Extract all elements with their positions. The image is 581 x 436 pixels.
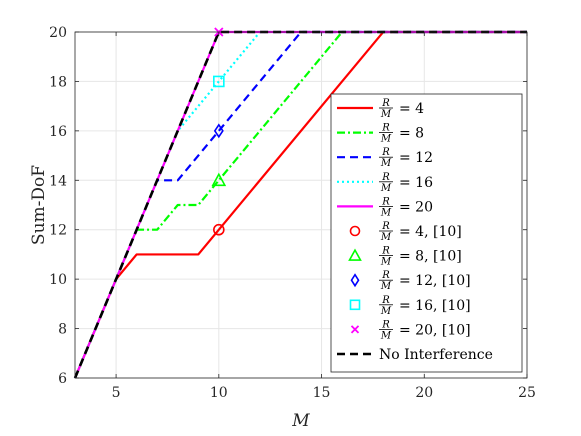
legend-entry-1: RM = 8 [337,123,424,145]
reference-line [73,30,527,379]
legend-label-8: = 16, [10] [399,298,471,314]
series-line-2 [73,30,527,379]
legend-frac-numerator-9: R [381,319,390,330]
legend-frac-numerator-3: R [381,172,390,183]
marker-circle-0 [213,223,225,236]
legend-box [330,93,523,373]
x-tick-label-4: 25 [518,385,536,401]
y-tick-label-1: 8 [58,322,67,338]
legend-frac-numerator-5: R [381,221,390,232]
legend-frac-denominator-5: M [380,232,392,243]
legend-label-5: = 4, [10] [399,224,462,240]
y-tick-label-5: 16 [49,124,67,140]
legend-label-2: = 12 [399,150,433,166]
y-tick-label-4: 14 [49,173,67,189]
axis-ticks [75,31,528,379]
legend-frac-denominator-3: M [380,183,392,194]
legend-label-3: = 16 [399,175,433,191]
legend-entry-10: No Interference [337,347,493,363]
y-tick-label-6: 18 [49,74,67,90]
legend-entry-4: RM = 20 [337,196,433,218]
legend-frac-denominator-7: M [380,281,392,292]
legend-label-7: = 12, [10] [399,273,471,289]
series-line-3 [73,30,527,379]
legend-marker-9 [350,325,360,334]
marker-diamond-2 [213,123,224,139]
legend-frac-numerator-2: R [381,147,390,158]
legend-entry-8: RM = 16, [10] [349,295,471,317]
legend-entry-2: RM = 12 [337,147,433,169]
legend-frac-numerator-1: R [381,123,390,134]
legend-entry-5: RM = 4, [10] [349,221,462,243]
x-axis-label: M [291,411,310,431]
legend-label-0: = 4 [399,101,424,117]
legend-frac-denominator-4: M [380,207,392,218]
y-tick-label-0: 6 [58,371,67,387]
legend-marker-6 [348,248,362,261]
legend-frac-numerator-0: R [381,98,390,109]
y-tick-label-3: 12 [49,223,67,239]
legend-frac-denominator-0: M [380,109,392,120]
x-tick-label-2: 15 [313,385,331,401]
x-tick-label-1: 10 [210,385,228,401]
legend-frac-numerator-8: R [381,295,390,306]
legend-marker-5 [349,225,361,237]
legend-frac-denominator-2: M [380,158,392,169]
legend-label-9: = 20, [10] [399,322,471,338]
legend-frac-denominator-9: M [380,330,392,341]
legend-entry-0: RM = 4 [337,98,424,120]
plot-frame [74,31,528,379]
legend-entry-6: RM = 8, [10] [348,246,462,268]
y-axis-label: Sum-DoF [29,165,49,245]
x-tick-label-3: 20 [415,385,433,401]
legend-entry-7: RM = 12, [10] [350,270,471,292]
legend-entry-9: RM = 20, [10] [350,319,471,341]
legend-label-1: = 8 [399,126,424,142]
legend-frac-numerator-6: R [381,246,390,257]
legend-label-6: = 8, [10] [399,249,462,265]
legend-frac-numerator-4: R [381,196,390,207]
legend-marker-7 [350,273,360,288]
tick-labels: 5 10 15 20 25 6 8 10 12 14 16 18 20 [49,25,536,401]
legend-frac-numerator-7: R [381,270,390,281]
legend-frac-denominator-6: M [380,257,392,268]
legend-marker-8 [349,299,361,311]
legend-frac-denominator-1: M [380,134,392,145]
y-tick-label-7: 20 [49,25,67,41]
legend-frac-denominator-8: M [380,306,392,317]
legend-label-4: = 20 [399,199,433,215]
marker-triangle-1 [211,172,227,187]
legend-entry-3: RM = 16 [337,172,433,194]
legend-label-10: No Interference [379,347,493,363]
marker-square-3 [213,75,225,88]
y-tick-label-2: 10 [49,272,67,288]
x-tick-label-0: 5 [112,385,121,401]
